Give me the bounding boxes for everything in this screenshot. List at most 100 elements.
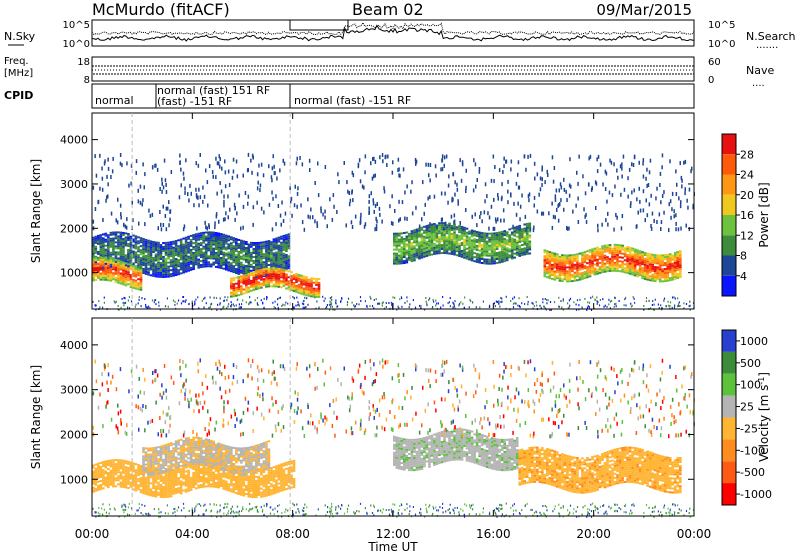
echo-cell: [658, 280, 662, 283]
echo-cell: [256, 172, 259, 177]
echo-cell: [164, 265, 168, 268]
echo-cell: [508, 242, 512, 245]
echo-cell: [443, 232, 446, 235]
echo-cell: [127, 462, 130, 465]
echo-cell: [305, 278, 308, 281]
echo-cell: [621, 248, 624, 251]
echo-cell: [473, 246, 476, 249]
echo-cell: [159, 490, 163, 493]
echo-cell: [242, 282, 246, 285]
echo-cell: [614, 303, 616, 306]
echo-cell: [138, 298, 140, 301]
echo-cell: [107, 234, 110, 237]
echo-cell: [405, 243, 409, 246]
echo-cell: [267, 277, 271, 280]
echo-cell: [262, 243, 266, 246]
echo-cell: [127, 267, 130, 270]
echo-cell: [683, 307, 685, 310]
echo-cell: [541, 177, 543, 182]
echo-cell: [182, 259, 185, 262]
echo-cell: [187, 247, 190, 250]
echo-cell: [631, 273, 634, 276]
echo-cell: [184, 300, 186, 303]
echo-cell: [277, 254, 281, 257]
echo-cell: [230, 262, 233, 265]
echo-cell: [556, 269, 559, 272]
echo-cell: [174, 484, 178, 487]
echo-cell: [588, 275, 592, 278]
echo-cell: [370, 297, 372, 300]
echo-cell: [102, 258, 105, 261]
echo-cell: [285, 277, 288, 280]
echo-cell: [392, 221, 394, 226]
echo-cell: [460, 178, 463, 183]
echo-cell: [354, 305, 356, 308]
echo-cell: [142, 272, 145, 274]
echo-cell: [532, 302, 534, 305]
echo-cell: [372, 174, 375, 179]
echo-cell: [405, 237, 409, 240]
echo-cell: [563, 256, 567, 259]
echo-cell: [159, 258, 163, 260]
echo-cell: [599, 299, 601, 301]
echo-cell: [563, 266, 567, 269]
echo-cell: [149, 274, 153, 277]
echo-cell: [214, 240, 218, 242]
echo-cell: [561, 274, 564, 277]
echo-cell: [460, 253, 464, 256]
echo-cell: [553, 262, 557, 265]
echo-cell: [578, 154, 580, 159]
echo-cell: [619, 164, 622, 169]
echo-cell: [272, 279, 276, 282]
echo-cell: [405, 231, 409, 234]
echo-cell: [566, 198, 568, 203]
echo-cell: [312, 295, 316, 298]
echo-cell: [581, 253, 584, 256]
echo-cell: [159, 485, 163, 488]
echo-cell: [673, 261, 677, 264]
echo-cell: [164, 487, 168, 490]
echo-cell: [182, 257, 185, 260]
echo-cell: [199, 195, 202, 200]
echo-cell: [629, 204, 632, 208]
echo-cell: [142, 484, 145, 487]
echo-cell: [285, 287, 288, 290]
echo-cell: [197, 246, 201, 249]
echo-cell: [498, 261, 501, 264]
echo-cell: [418, 249, 421, 252]
echo-cell: [242, 250, 246, 253]
echo-cell: [656, 260, 660, 263]
echo-cell: [97, 240, 100, 243]
echo-cell: [159, 246, 163, 248]
echo-cell: [438, 238, 441, 241]
echo-cell: [307, 288, 311, 291]
echo-cell: [653, 254, 657, 257]
echo-cell: [174, 268, 178, 270]
echo-cell: [102, 237, 105, 240]
echo-cell: [676, 251, 680, 254]
echo-cell: [465, 168, 467, 173]
echo-cell: [179, 256, 183, 259]
echo-cell: [633, 252, 637, 255]
echo-cell: [613, 265, 617, 268]
echo-cell: [99, 306, 101, 309]
echo-cell: [485, 232, 489, 235]
echo-cell: [641, 253, 644, 256]
echo-cell: [159, 262, 163, 264]
echo-cell: [435, 234, 439, 237]
echo-cell: [648, 261, 652, 264]
echo-cell: [418, 224, 421, 229]
echo-cell: [455, 234, 459, 237]
echo-cell: [430, 249, 434, 252]
echo-cell: [260, 245, 263, 248]
echo-cell: [578, 264, 582, 267]
echo-cell: [636, 253, 639, 256]
echo-cell: [440, 240, 444, 243]
echo-cell: [109, 259, 113, 262]
echo-cell: [251, 153, 254, 158]
echo-cell: [551, 277, 554, 280]
echo-cell: [144, 240, 148, 243]
echo-cell: [297, 301, 299, 304]
echo-cell: [573, 263, 577, 266]
echo-cell: [215, 175, 217, 180]
